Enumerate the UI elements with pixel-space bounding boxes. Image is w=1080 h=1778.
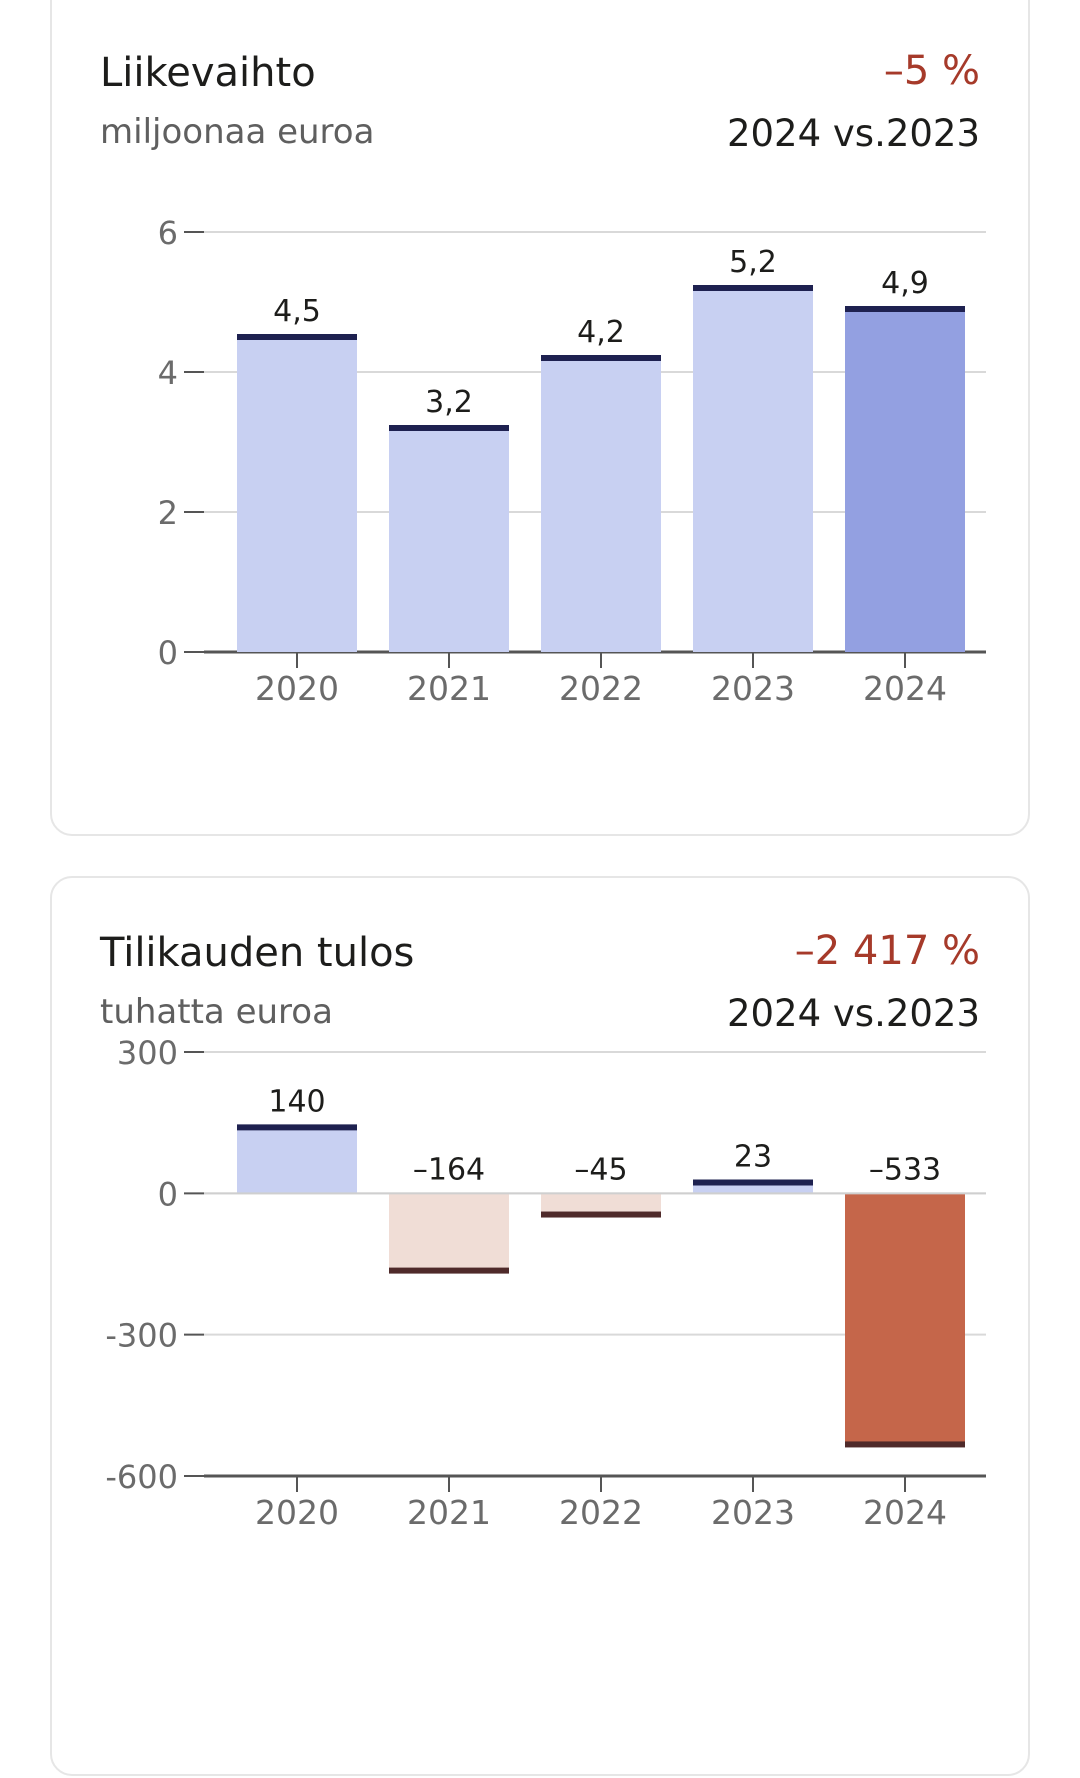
y-tick-label: -300 [105,1317,178,1355]
y-tick-label: 6 [158,214,178,252]
data-label: –45 [574,1152,627,1187]
bar [693,1182,813,1194]
comparison-label: 2024 vs.2023 [726,992,980,1035]
bar-cap [693,1179,813,1186]
bar [693,288,813,652]
y-tick-label: 2 [158,494,178,532]
y-tick-label: 0 [158,634,178,672]
x-tick-label: 2024 [863,669,947,708]
bar [237,1127,357,1194]
data-label: 23 [734,1139,772,1174]
x-tick-label: 2023 [711,1493,795,1532]
bar [845,309,965,652]
y-tick-label: 0 [158,1175,178,1213]
revenue-card: Liikevaihto miljoonaa euroa –5 % 2024 vs… [50,0,1030,836]
data-label: –164 [413,1152,485,1187]
chart-title: Tilikauden tulos [100,930,415,976]
bar [237,337,357,652]
data-label: 140 [268,1084,325,1119]
bar-cap [845,306,965,312]
change-percent: –5 % [883,48,980,94]
x-tick-label: 2022 [559,1493,643,1532]
data-label: 4,5 [273,294,321,329]
bar [389,1193,509,1271]
bar [845,1193,965,1445]
bar-cap [237,1124,357,1131]
bar-cap [237,334,357,340]
x-tick-label: 2021 [407,1493,491,1532]
data-label: 5,2 [729,245,777,280]
data-label: 4,2 [577,315,625,350]
x-tick-label: 2020 [255,1493,339,1532]
bar [389,428,509,652]
bar-cap [389,425,509,431]
bar-cap [845,1441,965,1448]
x-tick-label: 2023 [711,669,795,708]
net-result-card: Tilikauden tulos tuhatta euroa –2 417 % … [50,876,1030,1776]
x-tick-label: 2020 [255,669,339,708]
bar-cap [693,285,813,291]
bar-cap [389,1267,509,1274]
chart-title: Liikevaihto [100,50,316,96]
x-tick-label: 2022 [559,669,643,708]
chart-subtitle: tuhatta euroa [100,992,333,1032]
net-result-bar-chart: -600 -300 0 300 140 2020 –164 2021 –45 2022 23 2023… [105,1034,986,1532]
x-tick-label: 2021 [407,669,491,708]
revenue-bar-chart: 0 2 4 6 4,5 2020 3,2 2021 4,2 2022 5,2 2023 4,9 2024 [158,214,986,708]
y-tick-label: 300 [117,1034,178,1072]
data-label: –533 [869,1152,941,1187]
data-label: 4,9 [881,266,929,301]
y-tick-label: -600 [105,1458,178,1496]
chart-subtitle: miljoonaa euroa [100,112,375,152]
bar [541,358,661,652]
y-tick-label: 4 [158,354,178,392]
data-label: 3,2 [425,385,473,420]
comparison-label: 2024 vs.2023 [726,112,980,155]
change-percent: –2 417 % [794,928,980,974]
bar-cap [541,355,661,361]
x-tick-label: 2024 [863,1493,947,1532]
bar-cap [541,1211,661,1218]
bar [541,1193,661,1215]
